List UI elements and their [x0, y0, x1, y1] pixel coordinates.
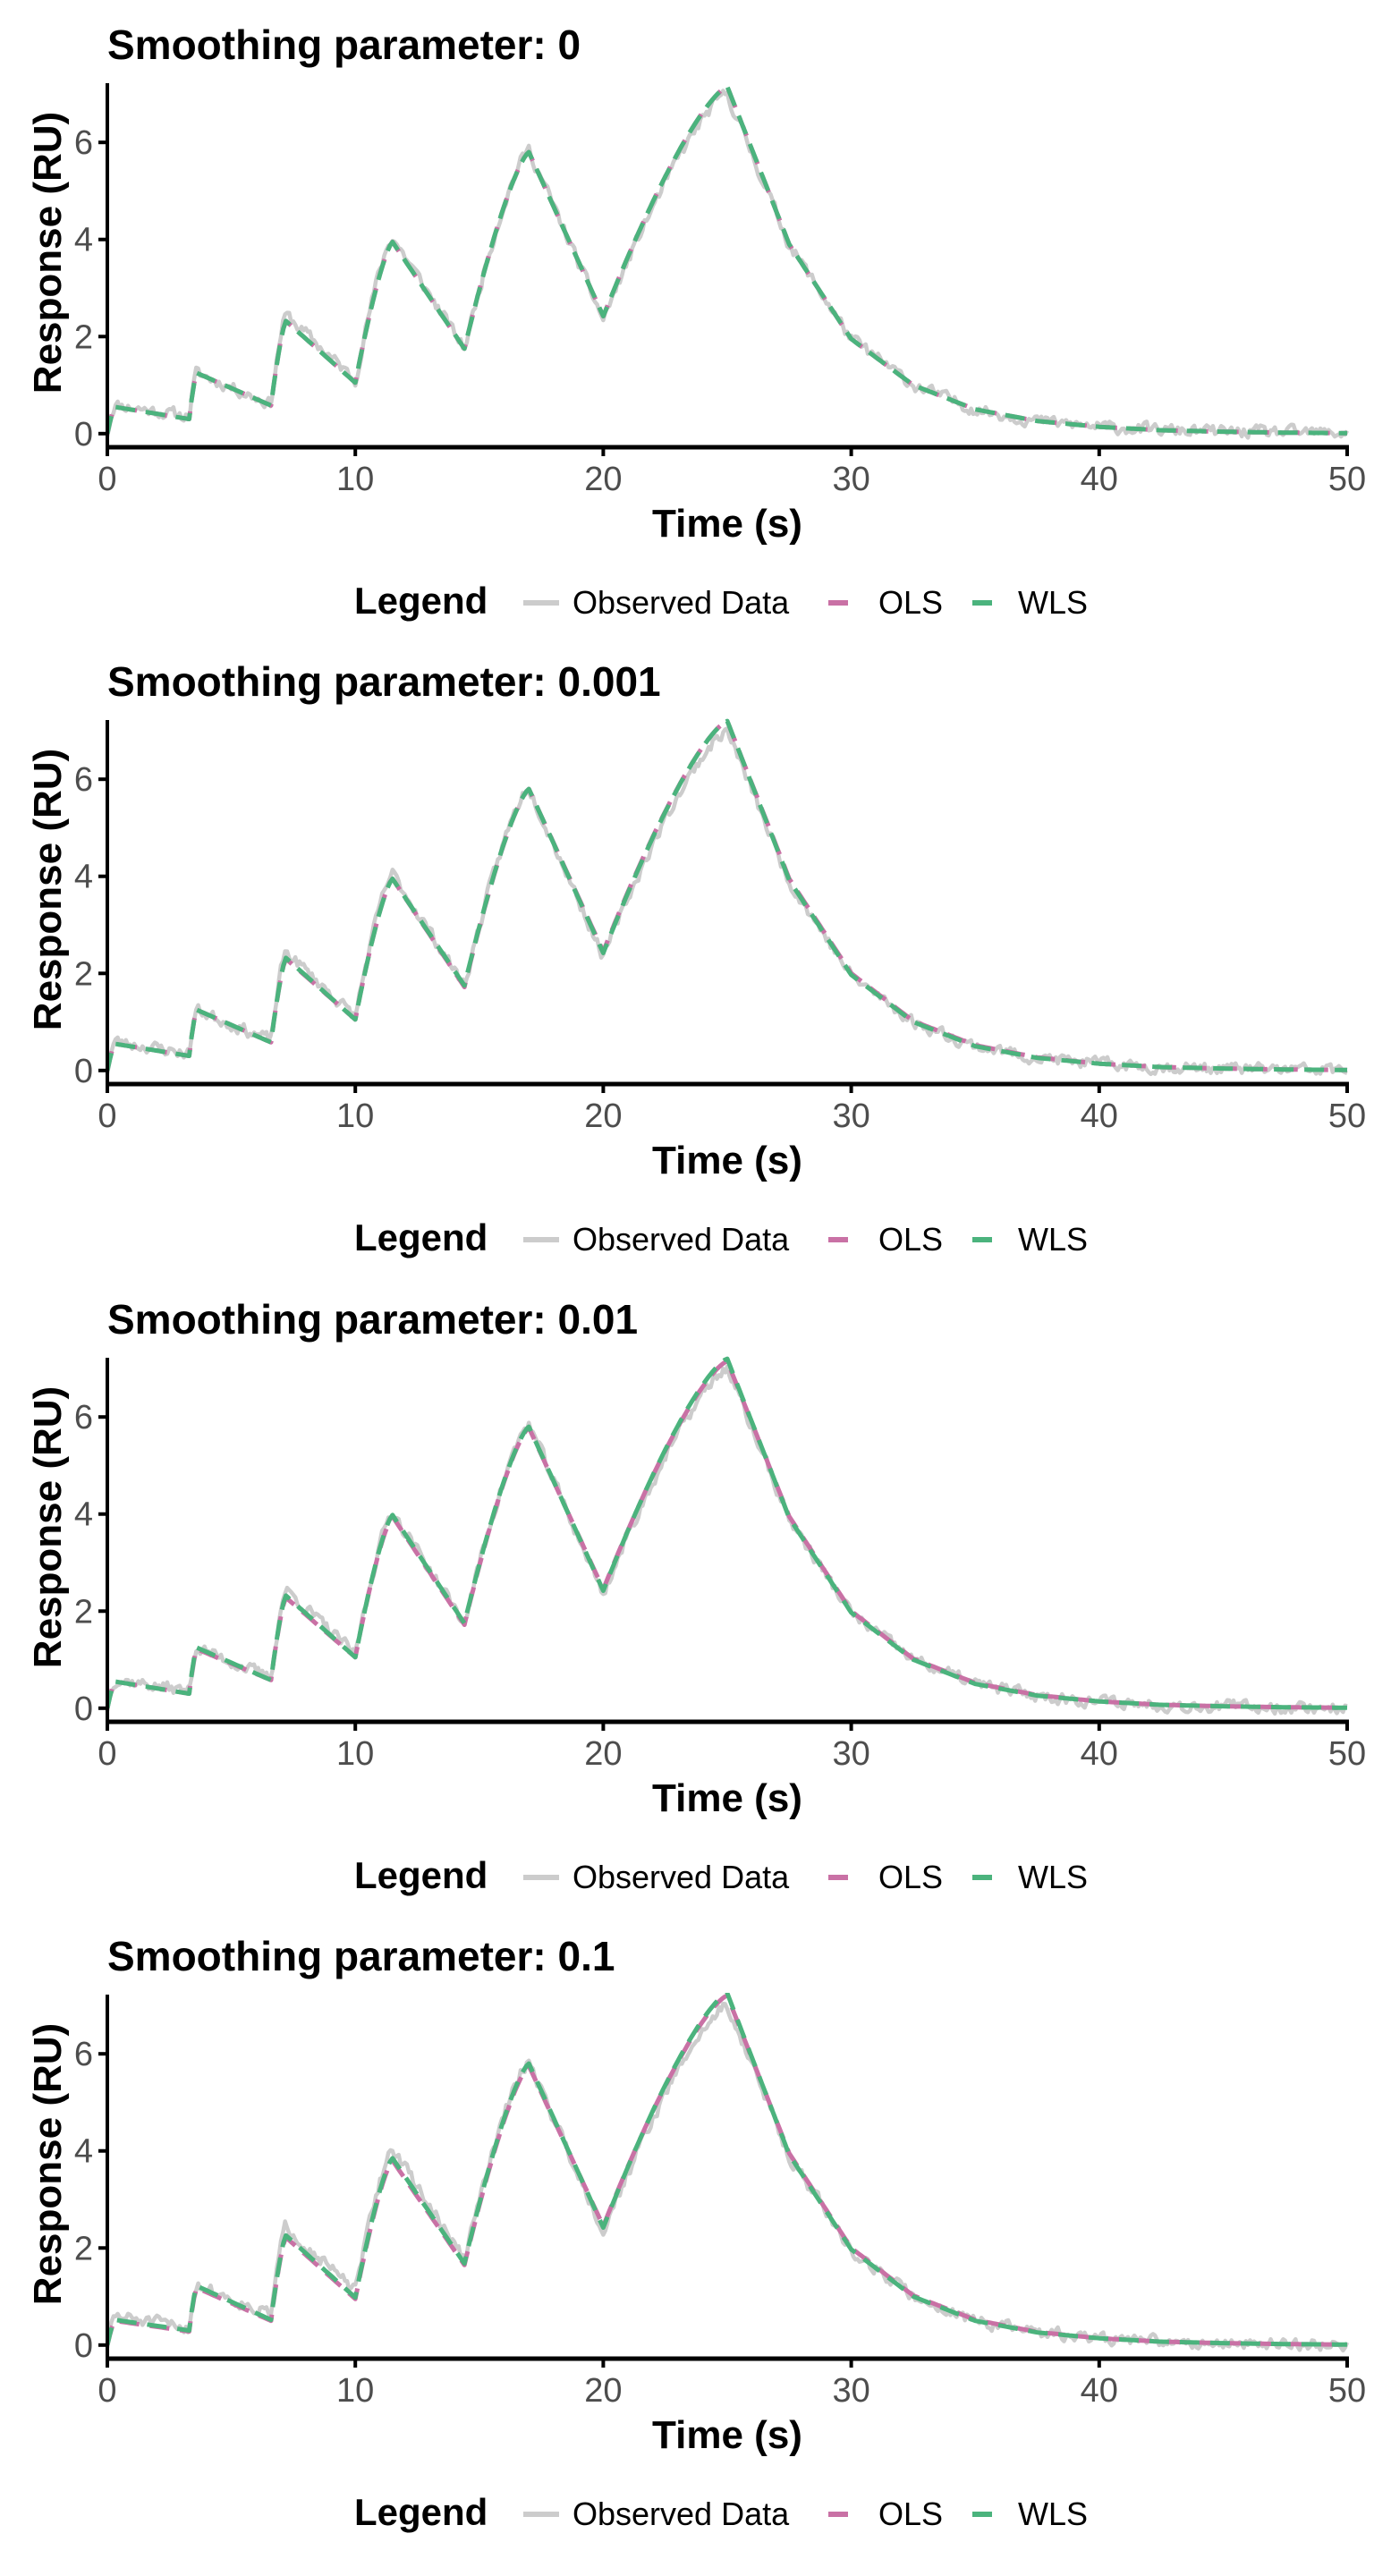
- legend-label: WLS: [1018, 2496, 1088, 2532]
- x-tick-label: 50: [1328, 1735, 1366, 1773]
- x-tick-label: 40: [1081, 2372, 1118, 2410]
- legend-label: WLS: [1018, 1859, 1088, 1895]
- legend: Legend Observed Data OLS WLS: [354, 580, 1088, 622]
- legend-label: OLS: [878, 2496, 943, 2532]
- y-tick-label: 4: [74, 2133, 93, 2171]
- x-tick-label: 0: [98, 1097, 116, 1135]
- legend-label: OLS: [878, 1859, 943, 1895]
- x-tick-label: 10: [336, 1097, 374, 1135]
- series-line-ols: [107, 1358, 1348, 1710]
- panel-smoothing-0.001: Smoothing parameter: 0.001 0 2 4 6 0 10 20 30 40 5…: [0, 637, 1374, 1274]
- x-tick-label: 10: [336, 1735, 374, 1773]
- series-line-wls: [107, 1992, 1348, 2347]
- x-tick-label: 10: [336, 2372, 374, 2410]
- y-tick-label: 2: [74, 956, 93, 994]
- legend-title: Legend: [354, 1216, 488, 1258]
- x-tick-label: 20: [584, 461, 622, 498]
- chart-title: Smoothing parameter: 0.1: [107, 1933, 615, 1979]
- legend-label: Observed Data: [572, 1859, 790, 1895]
- y-axis-title: Response (RU): [26, 1385, 70, 1667]
- legend: Legend Observed Data OLS WLS: [354, 1216, 1088, 1258]
- x-tick-label: 40: [1081, 1097, 1118, 1135]
- legend-label: WLS: [1018, 1221, 1088, 1258]
- series-line-wls: [107, 718, 1348, 1073]
- chart-svg: Smoothing parameter: 0.1 0 2 4 6 0 10 20 30 40 50 T…: [26, 1933, 1366, 2533]
- x-axis-title: Time (s): [652, 502, 802, 546]
- series-line-ols: [107, 718, 1348, 1073]
- x-axis-title: Time (s): [652, 2413, 802, 2457]
- legend: Legend Observed Data OLS WLS: [354, 2491, 1088, 2533]
- legend-label: OLS: [878, 1221, 943, 1258]
- y-tick-label: 6: [74, 124, 93, 162]
- x-tick-label: 10: [336, 461, 374, 498]
- y-tick-label: 4: [74, 1496, 93, 1533]
- x-tick-label: 0: [98, 1735, 116, 1773]
- x-tick-label: 20: [584, 1097, 622, 1135]
- legend-title: Legend: [354, 2491, 488, 2533]
- y-tick-label: 0: [74, 416, 93, 453]
- chart-svg: Smoothing parameter: 0.01 0 2 4 6 0 10 20 30 40 50…: [26, 1296, 1366, 1896]
- series-line-observed-data: [107, 2001, 1350, 2353]
- plot-area: [107, 84, 1349, 440]
- legend-label: Observed Data: [572, 1221, 790, 1258]
- x-tick-label: 20: [584, 2372, 622, 2410]
- x-tick-label: 50: [1328, 461, 1366, 498]
- x-tick-label: 30: [832, 1097, 869, 1135]
- x-tick-label: 30: [832, 461, 869, 498]
- series-line-observed-data: [107, 1364, 1348, 1716]
- x-axis-title: Time (s): [652, 1776, 802, 1820]
- plot-area: [107, 1356, 1348, 1716]
- series-line-ols: [107, 1993, 1348, 2347]
- legend-title: Legend: [354, 1854, 488, 1896]
- series-line-observed-data: [107, 726, 1348, 1077]
- x-axis-title: Time (s): [652, 1139, 802, 1182]
- legend-title: Legend: [354, 580, 488, 622]
- x-tick-label: 40: [1081, 1735, 1118, 1773]
- chart-title: Smoothing parameter: 0.01: [107, 1296, 638, 1343]
- panel-smoothing-0.1: Smoothing parameter: 0.1 0 2 4 6 0 10 20 30 40 50 T…: [0, 1911, 1374, 2548]
- y-tick-label: 0: [74, 2327, 93, 2365]
- series-line-wls: [107, 1356, 1348, 1710]
- chart-svg: Smoothing parameter: 0.001 0 2 4 6 0 10 20 30 40 5…: [26, 658, 1366, 1258]
- y-tick-label: 6: [74, 762, 93, 800]
- legend: Legend Observed Data OLS WLS: [354, 1854, 1088, 1896]
- y-axis-title: Response (RU): [26, 112, 70, 394]
- y-tick-label: 2: [74, 1593, 93, 1631]
- chart-title: Smoothing parameter: 0.001: [107, 658, 661, 705]
- x-tick-label: 0: [98, 461, 116, 498]
- panel-smoothing-0.01: Smoothing parameter: 0.01 0 2 4 6 0 10 20 30 40 50…: [0, 1275, 1374, 1911]
- x-tick-label: 30: [832, 2372, 869, 2410]
- x-tick-label: 50: [1328, 1097, 1366, 1135]
- y-axis-title: Response (RU): [26, 2023, 70, 2305]
- series-line-observed-data: [107, 89, 1349, 440]
- y-axis-title: Response (RU): [26, 749, 70, 1030]
- y-tick-label: 2: [74, 318, 93, 356]
- series-line-ols: [107, 84, 1348, 436]
- y-tick-label: 6: [74, 1399, 93, 1436]
- x-tick-label: 20: [584, 1735, 622, 1773]
- legend-label: OLS: [878, 584, 943, 621]
- legend-label: Observed Data: [572, 2496, 790, 2532]
- x-tick-label: 40: [1081, 461, 1118, 498]
- plot-area: [107, 718, 1348, 1077]
- y-tick-label: 0: [74, 1053, 93, 1090]
- y-tick-label: 0: [74, 1690, 93, 1727]
- y-tick-label: 6: [74, 2036, 93, 2073]
- plot-area: [107, 1992, 1350, 2353]
- x-tick-label: 0: [98, 2372, 116, 2410]
- series-line-wls: [107, 84, 1348, 436]
- x-tick-label: 50: [1328, 2372, 1366, 2410]
- legend-label: Observed Data: [572, 584, 790, 621]
- legend-label: WLS: [1018, 584, 1088, 621]
- chart-title: Smoothing parameter: 0: [107, 21, 581, 68]
- y-tick-label: 4: [74, 859, 93, 896]
- y-tick-label: 2: [74, 2230, 93, 2267]
- x-tick-label: 30: [832, 1735, 869, 1773]
- panel-smoothing-0: Smoothing parameter: 0 0 2 4 6 0 10 20 30 40 50 Tim…: [0, 0, 1374, 637]
- chart-svg: Smoothing parameter: 0 0 2 4 6 0 10 20 30 40 50 Tim…: [26, 21, 1366, 622]
- y-tick-label: 4: [74, 222, 93, 259]
